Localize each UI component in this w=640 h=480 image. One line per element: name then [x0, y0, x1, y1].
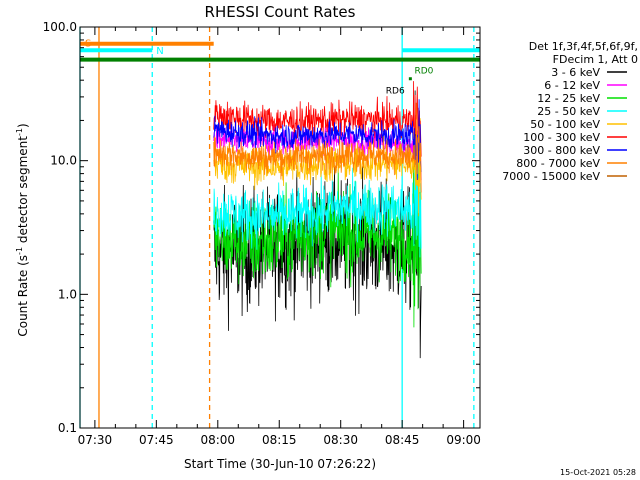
flag-label-s: S — [85, 39, 91, 50]
channel-label-rd6: RD6 — [386, 87, 405, 97]
y-tick-label-0: 0.1 — [58, 421, 77, 435]
legend-label-7: 800 - 7000 keV — [516, 157, 600, 170]
x-tick-label-5: 08:45 — [385, 433, 420, 447]
y-axis-label-main: Count Rate (s — [16, 255, 30, 337]
channel-label-rd0: RD0 — [414, 67, 433, 77]
series-line-7 — [213, 102, 422, 193]
plot-frame — [79, 26, 481, 429]
legend-label-0: 3 - 6 keV — [551, 66, 600, 79]
x-tick-label-6: 09:00 — [446, 433, 481, 447]
legend-label-4: 50 - 100 keV — [530, 118, 600, 131]
legend-label-3: 25 - 50 keV — [537, 105, 600, 118]
y-axis-label-mid: detector segment — [16, 136, 30, 247]
legend-label-5: 100 - 300 keV — [523, 131, 600, 144]
y-axis-label: Count Rate (s-1 detector segment-1) — [15, 123, 30, 336]
axes: 0.1 1.0 10.0 100.0 07:30 07:45 08:00 08:15 08:30… — [43, 20, 481, 447]
legend-label-8: 7000 - 15000 keV — [502, 170, 600, 183]
x-axis-label: Start Time (30-Jun-10 07:26:22) — [184, 457, 376, 471]
series-line-3 — [213, 162, 422, 258]
y-tick-label-1: 1.0 — [58, 287, 77, 301]
y-axis-label-sup-1: -1 — [15, 247, 24, 255]
legend-label-2: 12 - 25 keV — [537, 92, 600, 105]
legend-label-1: 6 - 12 keV — [544, 79, 600, 92]
x-tick-label-1: 07:45 — [139, 433, 174, 447]
chart-title: RHESSI Count Rates — [205, 3, 356, 21]
plot-area: S N RD6 RD0 — [79, 27, 480, 428]
legend: Det 1f,3f,4f,5f,6f,9f,FDecim 1, Att 03 -… — [502, 40, 638, 183]
y-axis-label-end: ) — [16, 123, 30, 128]
flag-label-n: N — [156, 46, 163, 57]
y-tick-label-2: 10.0 — [50, 154, 77, 168]
x-tick-label-2: 08:00 — [200, 433, 235, 447]
data-marker-0 — [408, 77, 412, 81]
x-tick-label-0: 07:30 — [78, 433, 113, 447]
legend-label-6: 300 - 800 keV — [523, 144, 600, 157]
legend-header-1: FDecim 1, Att 0 — [553, 53, 638, 66]
y-tick-label-3: 100.0 — [43, 20, 77, 34]
y-axis-label-sup-2: -1 — [15, 128, 24, 136]
footer-timestamp: 15-Oct-2021 05:28 — [560, 468, 636, 477]
x-tick-label-4: 08:30 — [323, 433, 358, 447]
x-tick-label-3: 08:15 — [262, 433, 297, 447]
series-line-5 — [213, 81, 422, 160]
legend-header-0: Det 1f,3f,4f,5f,6f,9f, — [529, 40, 638, 53]
series-line-6 — [213, 99, 422, 181]
